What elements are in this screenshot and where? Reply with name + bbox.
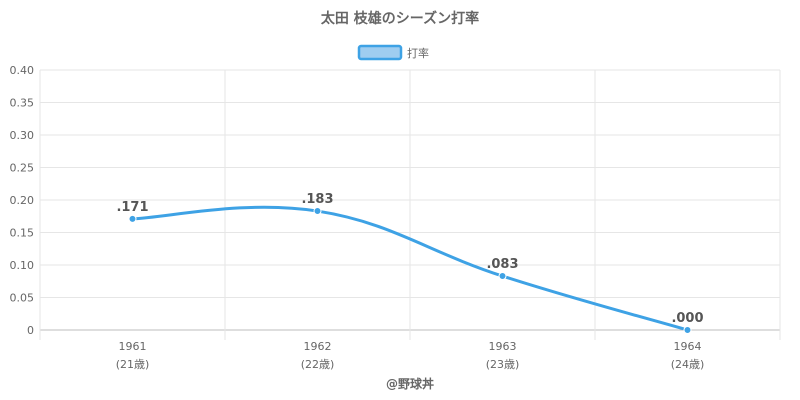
x-axis: 1961 (21歳) 1962 (22歳) 1963 (23歳) 1964 (24歳) (116, 340, 705, 371)
data-label: .171 (116, 200, 148, 215)
x-tick-label: 1962 (304, 340, 332, 353)
legend[interactable]: 打率 (357, 44, 429, 61)
data-point (128, 214, 137, 223)
y-tick-label: 0.15 (10, 227, 35, 240)
footer-credit: @野球丼 (386, 376, 434, 391)
legend-swatch (357, 44, 403, 61)
x-tick-label: 1961 (119, 340, 147, 353)
data-label: .083 (486, 257, 518, 272)
data-label: .000 (671, 311, 703, 326)
series-batting-average: .171 .183 .083 .000 (116, 192, 704, 334)
y-axis: 0 0.05 0.10 0.15 0.20 0.25 0.30 0.35 0.40 (10, 64, 35, 337)
x-tick-sublabel: (22歳) (301, 358, 335, 371)
x-tick-sublabel: (24歳) (671, 358, 705, 371)
data-point (683, 326, 692, 334)
legend-label: 打率 (407, 46, 429, 60)
chart-title: 太田 枝雄のシーズン打率 (321, 10, 479, 27)
y-tick-label: 0.40 (10, 64, 35, 77)
x-tick-sublabel: (23歳) (486, 358, 520, 371)
y-tick-label: 0.35 (10, 97, 35, 110)
x-tick-sublabel: (21歳) (116, 358, 150, 371)
grid (39, 69, 781, 340)
x-tick-label: 1963 (489, 340, 517, 353)
y-tick-label: 0.20 (10, 194, 35, 207)
x-tick-label: 1964 (674, 340, 702, 353)
y-tick-label: 0.10 (10, 259, 35, 272)
y-tick-label: 0.30 (10, 129, 35, 142)
y-tick-label: 0.05 (10, 292, 35, 305)
y-tick-label: 0.25 (10, 162, 35, 175)
data-label: .183 (301, 192, 333, 207)
data-point (313, 207, 322, 216)
y-tick-label: 0 (27, 324, 34, 337)
series-line (132, 205, 688, 332)
data-point (498, 272, 507, 281)
